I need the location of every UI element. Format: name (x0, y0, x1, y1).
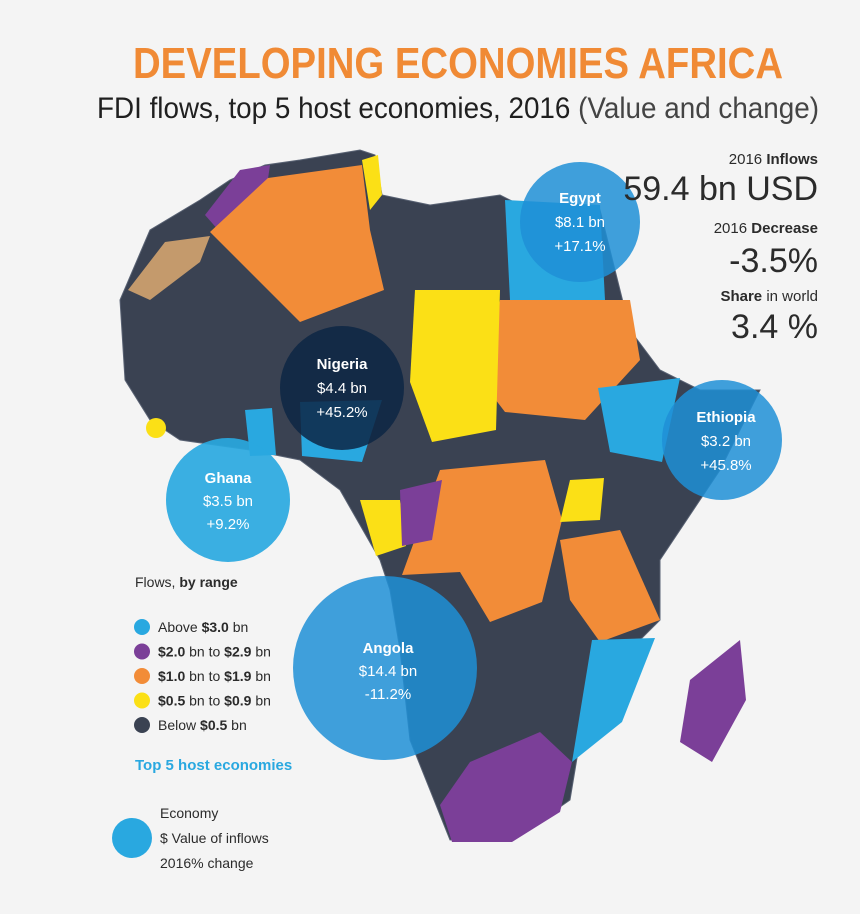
key-circle (112, 818, 152, 858)
legend-label: Below $0.5 bn (158, 717, 247, 733)
legend-label-part: Below (158, 717, 197, 733)
legend-swatch (134, 692, 150, 709)
legend-title-bold: by range (179, 574, 238, 590)
stat-label: 2016 Inflows (729, 151, 818, 168)
africa-map (119, 149, 761, 842)
legend-label-part: bn to (189, 693, 220, 709)
legend-label: Above $3.0 bn (158, 619, 248, 635)
bubble-value: $8.1 bn (555, 214, 605, 231)
bubble-value: $3.5 bn (203, 493, 253, 510)
subtitle: FDI flows, top 5 host economies, 2016 (V… (97, 92, 819, 125)
bubble-change: +45.2% (316, 404, 367, 421)
legend-swatch (134, 619, 150, 635)
stat-name: Share (720, 288, 762, 305)
legend-label-part: $2.0 (158, 644, 185, 660)
legend-label-part: $0.9 (224, 693, 251, 709)
title: DEVELOPING ECONOMIES AFRICA (133, 39, 783, 88)
legend-label-part: $0.5 (158, 693, 185, 709)
bubble-angola: Angola $14.4 bn -11.2% (293, 576, 477, 760)
top5-label: Top 5 host economies (135, 757, 292, 774)
key-line: 2016% change (160, 855, 254, 871)
bubble-name: Ethiopia (696, 409, 756, 426)
bubble-change: +17.1% (554, 238, 605, 255)
legend-label-part: bn (231, 717, 247, 733)
stat-year: 2016 (729, 151, 762, 168)
bubble-ethiopia: Ethiopia $3.2 bn +45.8% (662, 380, 782, 500)
bubble-change: +45.8% (700, 457, 751, 474)
legend-label-part: bn (255, 644, 271, 660)
bubble-egypt: Egypt $8.1 bn +17.1% (520, 162, 640, 282)
bubble-name: Ghana (205, 470, 252, 487)
subtitle-main: FDI flows, top 5 host economies, 2016 (97, 92, 570, 125)
legend-label-part: bn (255, 693, 271, 709)
legend-label-part: $0.5 (200, 717, 227, 733)
legend-label-part: bn to (189, 668, 220, 684)
legend-label-part: bn to (189, 644, 220, 660)
legend-label: $1.0 bn to $1.9 bn (158, 668, 271, 684)
stat-suffix: in world (766, 288, 818, 305)
legend-label-part: $1.9 (224, 668, 251, 684)
legend-label: $2.0 bn to $2.9 bn (158, 644, 271, 660)
key-line: Economy (160, 805, 218, 821)
stat-label: 2016 Decrease (714, 220, 818, 237)
stat-name: Inflows (766, 151, 818, 168)
stat-value: 3.4 % (731, 308, 818, 346)
key-line: $ Value of inflows (160, 830, 269, 846)
bubble-change: -11.2% (365, 686, 411, 703)
stat-name: Decrease (751, 220, 818, 237)
bubble-value: $14.4 bn (359, 663, 417, 680)
legend-swatch (134, 668, 150, 684)
legend-label: $0.5 bn to $0.9 bn (158, 693, 271, 709)
stat-value: -3.5% (729, 242, 818, 280)
legend-title-main: Flows, (135, 574, 175, 590)
legend-label-part: Above (158, 619, 198, 635)
stat-value: 59.4 bn USD (623, 170, 818, 208)
legend-title: Flows, by range (135, 574, 238, 590)
bubble-value: $3.2 bn (701, 433, 751, 450)
subtitle-note: (Value and change) (578, 92, 819, 125)
bubble-name: Egypt (559, 190, 601, 207)
legend-label-part: $3.0 (202, 619, 229, 635)
bubble-value: $4.4 bn (317, 380, 367, 397)
legend-swatch (134, 643, 150, 660)
legend-label-part: bn (255, 668, 271, 684)
bubble-name: Angola (363, 640, 414, 657)
legend-swatch (134, 717, 150, 733)
bubble-name: Nigeria (317, 356, 369, 373)
legend-label-part: $2.9 (224, 644, 251, 660)
stat-year: 2016 (714, 220, 747, 237)
bubble-nigeria: Nigeria $4.4 bn +45.2% (280, 326, 404, 450)
legend: Above $3.0 bn$2.0 bn to $2.9 bn$1.0 bn t… (134, 619, 271, 733)
legend-label-part: bn (233, 619, 249, 635)
bubble-ghana: Ghana $3.5 bn +9.2% (166, 438, 290, 562)
legend-label-part: $1.0 (158, 668, 185, 684)
stat-label: Share in world (720, 288, 818, 305)
bubble-change: +9.2% (207, 516, 250, 533)
